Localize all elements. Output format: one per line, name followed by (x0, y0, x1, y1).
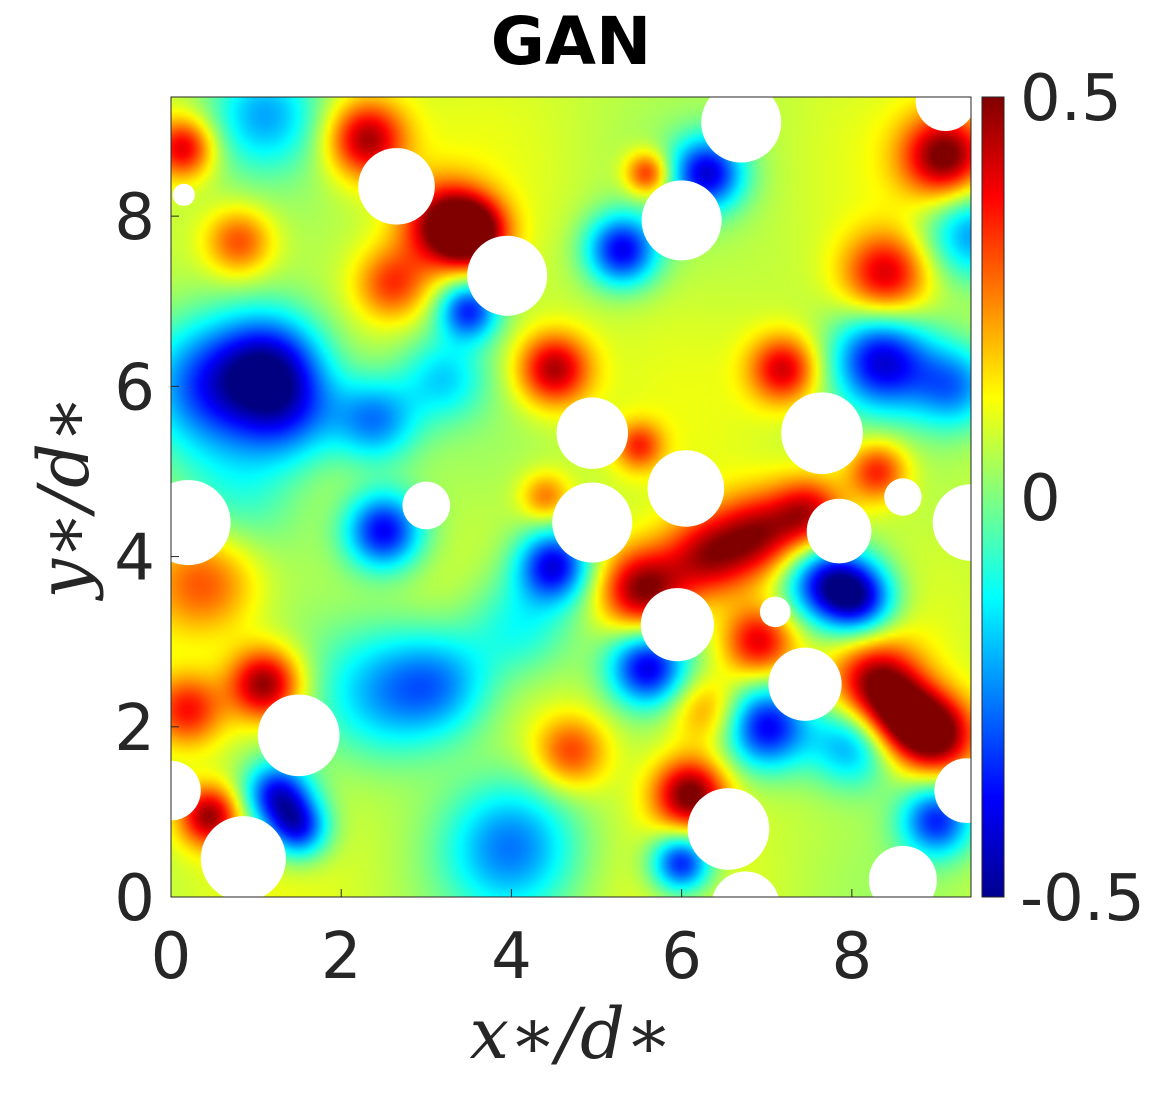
plot-area (170, 96, 972, 898)
particle (402, 481, 451, 530)
x-tick-label: 0 (151, 920, 192, 994)
y-axis-ticks: 0 2 4 6 8 (114, 181, 179, 936)
particle (171, 760, 201, 821)
x-tick-label: 8 (831, 920, 872, 994)
x-tick-label: 6 (661, 920, 702, 994)
colorbar-tick-label: -0.5 (1020, 862, 1145, 936)
y-axis-label: y∗/d∗ (23, 395, 105, 601)
particle (257, 694, 340, 777)
particle (934, 758, 971, 823)
y-tick-label: 6 (114, 351, 155, 425)
particle (641, 180, 722, 261)
particle (647, 450, 725, 527)
particle (712, 871, 779, 897)
x-tick-label: 2 (321, 920, 362, 994)
particle (884, 478, 922, 516)
particle (806, 498, 872, 564)
y-tick-label: 0 (114, 862, 155, 936)
particle (640, 588, 714, 662)
particle (171, 479, 231, 566)
particle-holes (171, 97, 971, 897)
particle (556, 397, 629, 469)
particle (467, 235, 548, 316)
particle (687, 788, 770, 870)
colorbar: 0.5 0 -0.5 (981, 62, 1145, 936)
colorbar-tick-label: 0.5 (1020, 62, 1122, 136)
particle (358, 148, 435, 225)
y-tick-label: 2 (114, 692, 155, 766)
particle (200, 816, 286, 897)
y-tick-label: 8 (114, 181, 155, 255)
particle (172, 183, 195, 206)
particle (781, 392, 863, 475)
particle (552, 482, 633, 563)
colorbar-frame (981, 96, 1005, 898)
x-tick-label: 4 (491, 920, 532, 994)
colorbar-ticks: 0.5 0 -0.5 (1020, 62, 1145, 936)
particle (915, 97, 971, 132)
particle (868, 845, 937, 897)
chart-title: GAN (491, 3, 652, 80)
x-axis-ticks: 0 2 4 6 8 (151, 889, 872, 994)
y-tick-label: 4 (114, 522, 155, 596)
colorbar-tick-label: 0 (1020, 462, 1061, 536)
plot-frame (170, 96, 972, 898)
particle (768, 647, 842, 721)
x-axis-label: x∗/d∗ (469, 993, 672, 1075)
particle (932, 484, 971, 561)
particle (701, 97, 782, 163)
colorbar-gradient (982, 97, 1004, 897)
particle (759, 596, 791, 628)
